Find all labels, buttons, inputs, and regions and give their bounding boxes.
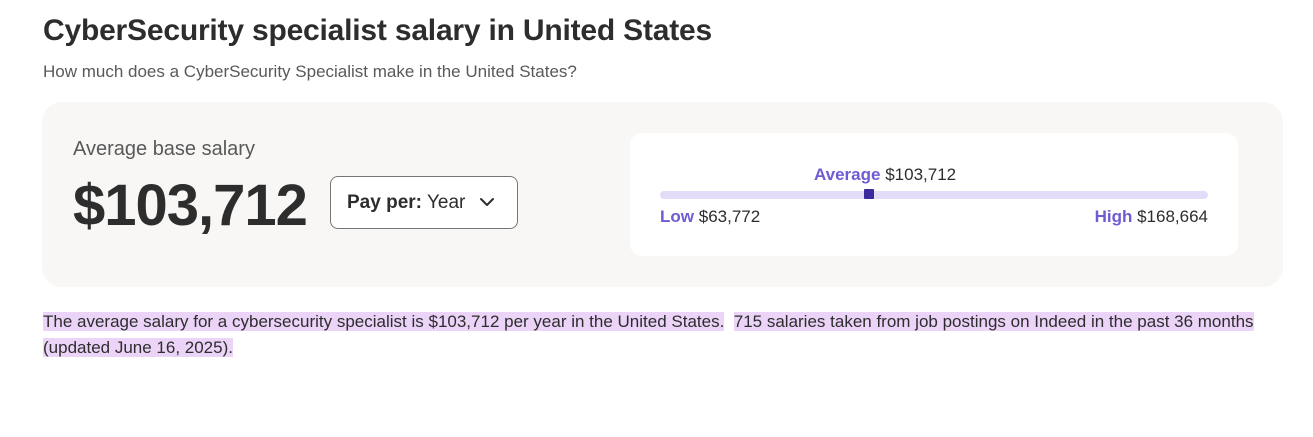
salary-range-panel: Average $103,712 Low $63,772 High $168,6… [630,133,1238,256]
range-high-amount: $168,664 [1137,207,1208,226]
range-high: High $168,664 [1095,207,1208,227]
range-average-amount: $103,712 [885,165,957,184]
pay-per-selected-value: Year [426,191,466,213]
pay-per-dropdown[interactable]: Pay per: Year [330,176,518,229]
page-title: CyberSecurity specialist salary in Unite… [43,14,713,47]
description-sentence-1: The average salary for a cybersecurity s… [43,312,725,331]
average-salary-value: $103,712 [73,173,308,238]
salary-range-bar [660,189,1208,199]
salary-card: Average base salary $103,712 Pay per: Ye… [42,102,1283,287]
range-average-title: Average [814,165,881,184]
range-low-amount: $63,772 [698,207,761,226]
page-subtitle: How much does a CyberSecurity Specialist… [43,62,577,81]
range-high-title: High [1094,207,1133,226]
salary-description: The average salary for a cybersecurity s… [43,309,1273,361]
chevron-down-icon [480,198,494,206]
average-salary-label: Average base salary [73,138,255,160]
range-low-title: Low [660,207,694,226]
range-average-label: Average $103,712 [814,165,956,185]
range-low: Low $63,772 [660,207,760,227]
pay-per-label: Pay per: [347,191,422,213]
average-marker [863,189,874,199]
